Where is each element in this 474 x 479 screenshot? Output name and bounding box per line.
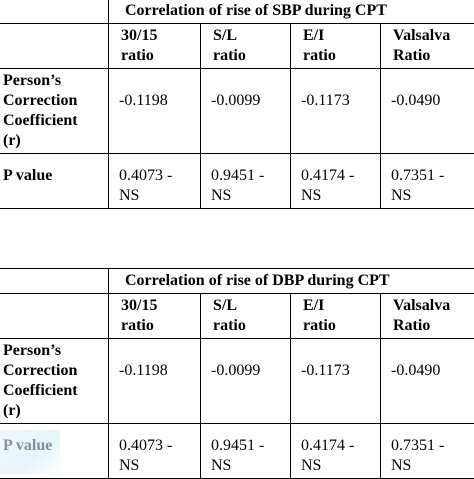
coef-value: -0.1198 [109, 69, 201, 154]
table-row: Correlation of rise of DBP during CPT [0, 269, 474, 294]
coef-value: -0.0099 [201, 69, 291, 154]
table-row: Person’s Correction Coefficient (r) -0.1… [0, 339, 474, 424]
p-value: 0.4174 -NS [291, 154, 381, 209]
p-value: 0.7351 -NS [381, 154, 474, 209]
p-value: 0.9451 -NS [201, 154, 291, 209]
coef-value: -0.1173 [291, 69, 381, 154]
coef-value: -0.1173 [291, 339, 381, 424]
empty-cell [0, 0, 109, 24]
coef-value: -0.0490 [381, 69, 474, 154]
p-value: 0.9451 -NS [201, 424, 291, 479]
row-label: Person’s Correction Coefficient (r) [0, 69, 109, 154]
row-label: P value [0, 154, 109, 209]
sbp-correlation-table: Correlation of rise of SBP during CPT 30… [0, 0, 474, 209]
coef-value: -0.1198 [109, 339, 201, 424]
row-label: P value [0, 424, 109, 479]
p-value: 0.7351 -NS [381, 424, 474, 479]
p-value: 0.4073 -NS [109, 424, 201, 479]
p-value: 0.4073 -NS [109, 154, 201, 209]
table-row: P value 0.4073 -NS 0.9451 -NS 0.4174 -NS… [0, 424, 474, 479]
p-value: 0.4174 -NS [291, 424, 381, 479]
empty-cell [0, 294, 109, 339]
table-row: Correlation of rise of SBP during CPT [0, 0, 474, 24]
coef-value: -0.0099 [201, 339, 291, 424]
row-label: Person’s Correction Coefficient (r) [0, 339, 109, 424]
table-title: Correlation of rise of SBP during CPT [109, 0, 474, 24]
dbp-correlation-table: Correlation of rise of DBP during CPT 30… [0, 268, 474, 479]
table-title: Correlation of rise of DBP during CPT [109, 269, 474, 294]
table-row: Person’s Correction Coefficient (r) -0.1… [0, 69, 474, 154]
empty-cell [0, 24, 109, 69]
table-row: P value 0.4073 -NS 0.9451 -NS 0.4174 -NS… [0, 154, 474, 209]
empty-cell [0, 269, 109, 294]
coef-value: -0.0490 [381, 339, 474, 424]
